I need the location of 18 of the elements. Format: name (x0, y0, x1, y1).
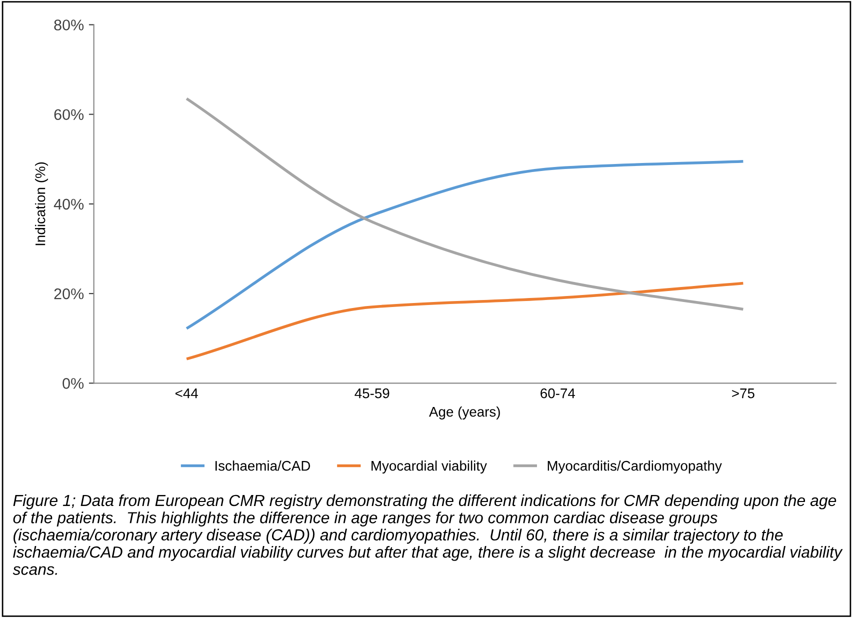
line-series (185, 97, 745, 311)
x-tick-label: 60-74 (540, 388, 576, 398)
y-tick-label: 0% (62, 378, 84, 389)
legend-label: Myocardial viability (372, 460, 487, 474)
x-tick-label: >75 (732, 388, 754, 398)
x-tick-label: 45-59 (354, 388, 390, 398)
legend-label: Myocarditis/Cardiomyopathy (548, 460, 722, 474)
y-tick-label: 40% (54, 198, 84, 210)
y-tick-label: 80% (54, 20, 84, 30)
y-tick-label: 60% (54, 109, 84, 120)
legend-label: Ischaemia/CAD (216, 460, 310, 471)
line-series (185, 282, 745, 360)
x-axis-title: Age (years) (429, 406, 500, 420)
line-series (185, 160, 745, 330)
y-tick-label: 20% (54, 288, 84, 300)
y-axis-title: Indication (%) (35, 162, 48, 246)
x-tick-label: <44 (176, 388, 198, 398)
caption: Figure 1; Data from European CMR registry demonstrating the different indications for CMR depending upon the age of the patients. This highlights the difference in age ranges for two common cardiac disease groups (ischaemia/coronary artery disease (CAD)) and cardiomyopathies. Until 60, there is a similar trajectory to the ischaemia/CAD and myocardial viability curves but after that age, there is a slight decrease in the myocardial viability scans. (12, 494, 843, 575)
